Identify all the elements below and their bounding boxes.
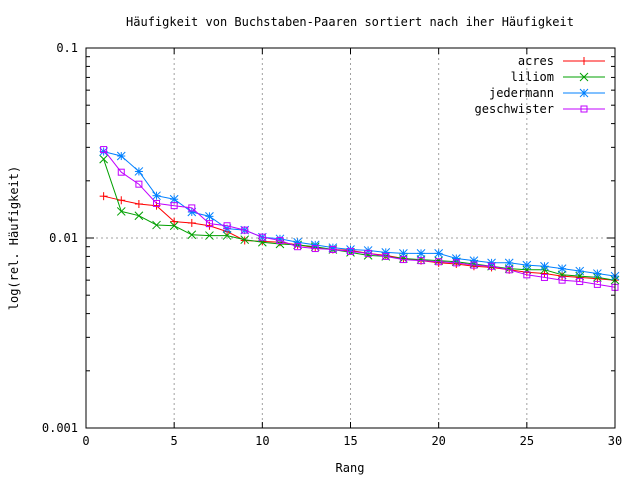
data-point — [152, 220, 161, 230]
data-point — [580, 105, 588, 113]
data-point — [417, 257, 425, 265]
data-point — [470, 261, 478, 269]
data-point — [205, 231, 214, 240]
data-point — [205, 211, 214, 221]
plot-frame — [85, 47, 616, 429]
data-point — [579, 88, 589, 98]
data-point — [576, 278, 584, 286]
series-layer — [99, 146, 620, 291]
x-tick-label: 0 — [82, 434, 89, 448]
y-tick-label: 0.01 — [49, 231, 78, 245]
data-point — [311, 245, 319, 253]
data-point — [240, 235, 250, 245]
y-tick-label: 0.001 — [42, 421, 78, 435]
data-point — [557, 264, 567, 273]
data-point — [100, 146, 108, 154]
data-point — [135, 180, 143, 188]
data-point — [416, 249, 426, 258]
data-point — [540, 273, 548, 281]
data-point — [134, 199, 143, 208]
data-point — [364, 249, 372, 257]
data-point — [523, 271, 531, 279]
data-point — [152, 191, 161, 201]
x-tick-label: 5 — [171, 434, 178, 448]
x-tick-label: 10 — [255, 434, 269, 448]
x-tick-label: 15 — [343, 434, 357, 448]
data-point — [276, 237, 284, 245]
series-line-geschwister — [103, 149, 616, 288]
data-point — [205, 220, 213, 228]
data-point — [558, 272, 567, 281]
data-point — [153, 199, 161, 207]
data-point — [329, 245, 337, 253]
data-point — [522, 260, 532, 270]
data-point — [170, 202, 178, 210]
data-point — [593, 280, 601, 288]
y-tick-label: 0.1 — [56, 41, 78, 55]
series-line-liliom — [103, 159, 616, 281]
legend-label-acres: acres — [518, 54, 554, 68]
data-point — [294, 243, 302, 251]
data-point — [452, 259, 460, 267]
data-point — [169, 194, 179, 204]
data-point — [99, 154, 108, 164]
chart-title: Häufigkeit von Buchstaben-Paaren sortier… — [126, 15, 574, 29]
legend: acres liliom jedermann geschwister — [475, 54, 605, 116]
series-line-acres — [103, 195, 616, 281]
data-point — [593, 269, 602, 278]
data-point — [558, 276, 566, 284]
data-point — [170, 217, 179, 226]
x-axis-label: Rang — [336, 461, 365, 475]
data-point — [134, 211, 144, 221]
data-point — [504, 258, 514, 268]
data-point — [187, 218, 196, 227]
data-point — [488, 262, 496, 270]
y-axis-label: log(rel. Häufigkeit) — [7, 166, 21, 311]
data-point — [117, 196, 126, 205]
data-point — [540, 261, 549, 271]
data-point — [222, 231, 232, 240]
legend-label-jedermann: jedermann — [489, 86, 554, 100]
data-point — [540, 269, 549, 278]
data-point — [116, 151, 126, 161]
x-tick-label: 20 — [431, 434, 445, 448]
data-point — [347, 247, 354, 255]
data-point — [399, 256, 407, 264]
data-point — [575, 266, 585, 276]
legend-label-liliom: liliom — [511, 70, 554, 84]
data-point — [223, 222, 231, 230]
series-line-jedermann — [103, 151, 616, 277]
data-point — [579, 72, 589, 82]
x-tick-label: 30 — [608, 434, 622, 448]
data-point — [187, 230, 197, 240]
data-point — [258, 233, 266, 241]
data-point — [188, 204, 196, 212]
legend-label-geschwister: geschwister — [475, 102, 554, 116]
data-point — [435, 258, 443, 266]
data-point — [241, 226, 249, 234]
data-point — [134, 167, 144, 176]
axis-ticks: 0 5 10 15 20 25 30 0.001 0.01 0.1 — [42, 41, 622, 448]
data-point — [580, 57, 588, 65]
data-point — [434, 249, 444, 258]
data-point — [399, 249, 408, 258]
data-point — [117, 168, 125, 176]
data-point — [99, 192, 108, 201]
data-point — [505, 266, 513, 274]
data-point — [116, 207, 126, 216]
data-point — [169, 221, 179, 231]
data-point — [382, 252, 390, 260]
x-tick-label: 25 — [520, 434, 534, 448]
